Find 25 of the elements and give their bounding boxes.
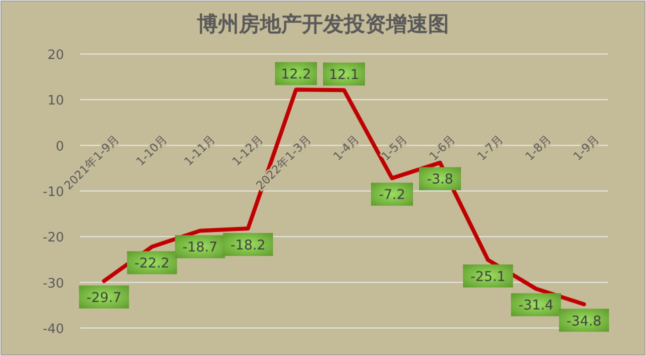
- y-tick-label: -40: [42, 322, 64, 337]
- data-label: -22.2: [134, 256, 170, 272]
- data-label: -29.7: [86, 290, 122, 306]
- data-label: -34.8: [566, 313, 602, 330]
- x-tick-label: 1-4月: [330, 132, 362, 164]
- y-tick-label: -30: [42, 276, 64, 292]
- y-tick-label: -10: [42, 185, 64, 200]
- y-tick-label: 10: [47, 94, 64, 109]
- x-tick-label: 1-7月: [474, 132, 506, 164]
- y-tick-label: -20: [42, 230, 64, 246]
- data-label: 12.2: [280, 66, 312, 83]
- x-tick-label: 1-5月: [378, 132, 410, 164]
- data-label: -7.2: [378, 187, 406, 204]
- data-label: -25.1: [470, 268, 506, 285]
- data-label: -18.7: [182, 240, 218, 256]
- x-tick-label: 1-6月: [426, 132, 458, 164]
- y-tick-label: 0: [56, 139, 64, 154]
- data-label: 12.1: [328, 67, 360, 84]
- data-label: -31.4: [518, 298, 554, 314]
- data-label: -3.8: [426, 172, 454, 188]
- x-tick-label: 1-9月: [570, 132, 602, 164]
- data-label: -18.2: [230, 237, 266, 254]
- chart-title: 博州房地产开发投资增速图: [196, 12, 449, 36]
- x-tick-label: 1-8月: [522, 132, 554, 164]
- y-tick-label: 20: [47, 48, 64, 63]
